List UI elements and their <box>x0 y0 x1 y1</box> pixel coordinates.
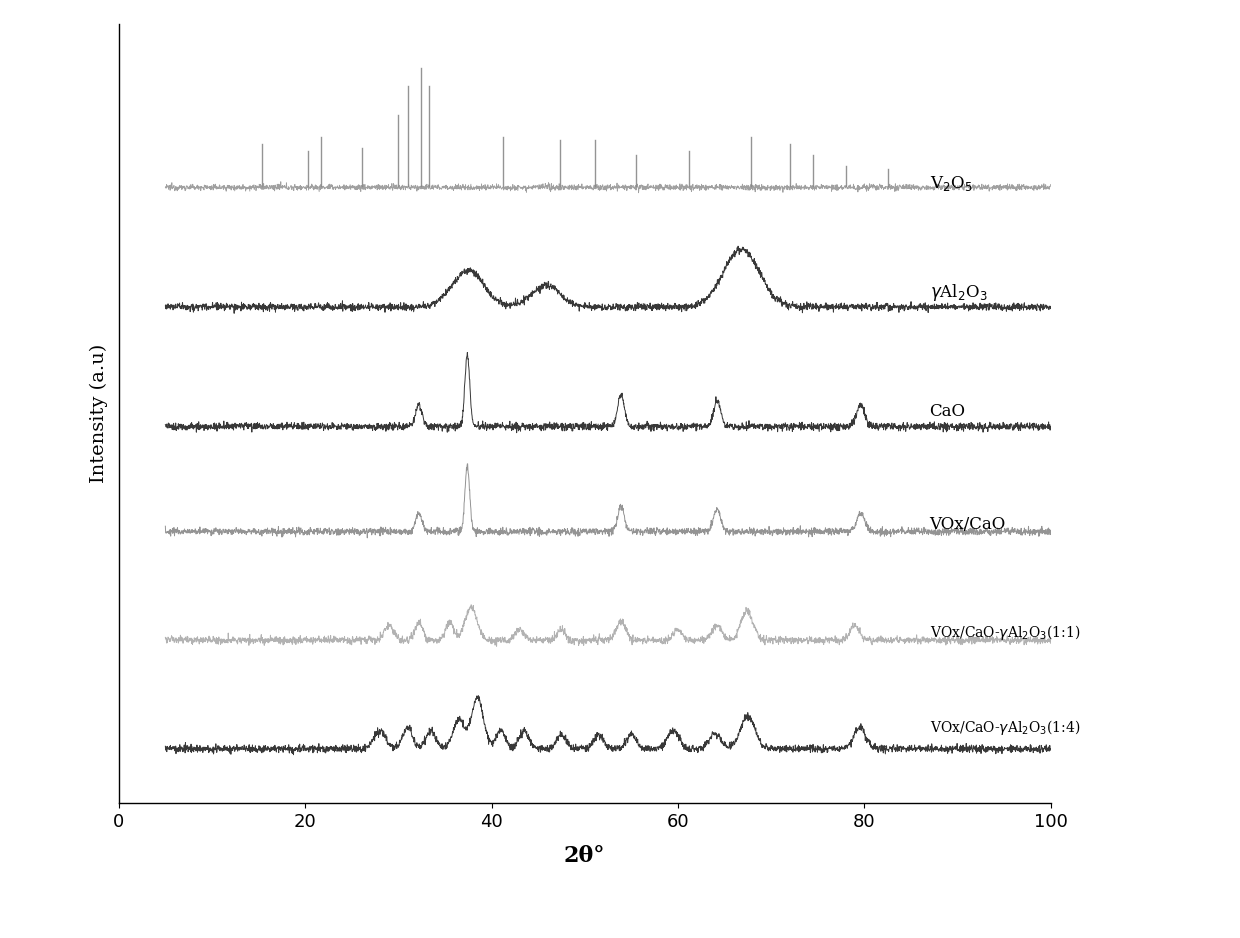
Text: V$_2$O$_5$: V$_2$O$_5$ <box>930 174 972 193</box>
Text: VOx/CaO-$\gamma$Al$_2$O$_3$(1:4): VOx/CaO-$\gamma$Al$_2$O$_3$(1:4) <box>930 718 1080 736</box>
Text: CaO: CaO <box>930 403 966 420</box>
Text: VOx/CaO-$\gamma$Al$_2$O$_3$(1:1): VOx/CaO-$\gamma$Al$_2$O$_3$(1:1) <box>930 624 1080 643</box>
Text: $\gamma$Al$_2$O$_3$: $\gamma$Al$_2$O$_3$ <box>930 282 987 303</box>
X-axis label: 2θ°: 2θ° <box>564 845 605 867</box>
Text: VOx/CaO: VOx/CaO <box>930 516 1006 533</box>
Y-axis label: Intensity (a.u): Intensity (a.u) <box>89 344 108 483</box>
